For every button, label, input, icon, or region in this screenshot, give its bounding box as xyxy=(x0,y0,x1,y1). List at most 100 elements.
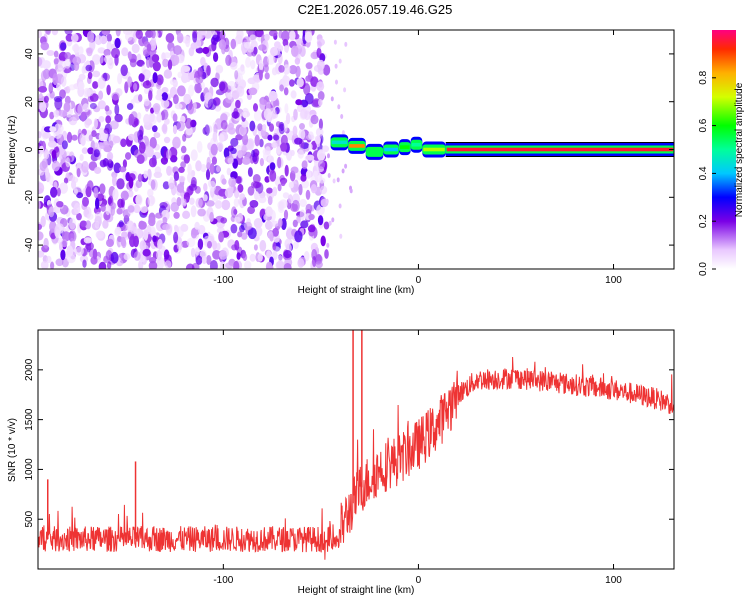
noise-blob xyxy=(51,30,59,36)
noise-blob xyxy=(56,201,64,208)
noise-blob xyxy=(237,231,243,238)
noise-blob xyxy=(242,156,251,165)
noise-blob xyxy=(178,166,185,173)
noise-blob xyxy=(39,160,48,172)
noise-blob xyxy=(92,70,101,78)
noise-blob xyxy=(263,64,269,73)
noise-blob xyxy=(213,52,219,62)
noise-blob xyxy=(235,99,241,109)
noise-blob xyxy=(117,73,123,85)
noise-blob xyxy=(258,69,263,81)
noise-blob xyxy=(139,141,146,154)
noise-blob xyxy=(111,92,120,101)
noise-blob xyxy=(197,238,204,250)
noise-blob xyxy=(116,208,123,215)
noise-blob xyxy=(330,96,334,102)
noise-blob xyxy=(136,154,145,164)
noise-blob xyxy=(219,261,226,269)
noise-blob xyxy=(219,30,226,41)
noise-blob xyxy=(172,136,181,149)
noise-blob xyxy=(103,127,110,134)
noise-blob xyxy=(200,164,207,173)
signal-core xyxy=(399,145,410,149)
noise-blob xyxy=(328,220,332,226)
noise-blob xyxy=(275,260,285,269)
x-tick-label: -100 xyxy=(213,275,233,286)
noise-blob xyxy=(317,160,326,170)
noise-blob xyxy=(112,188,119,201)
noise-blob xyxy=(289,79,295,87)
noise-blob xyxy=(218,231,225,243)
noise-blob xyxy=(116,178,125,190)
noise-blob xyxy=(102,140,110,147)
noise-blob xyxy=(289,30,296,41)
noise-blob xyxy=(307,224,316,233)
noise-blob xyxy=(266,250,272,259)
noise-blob xyxy=(341,130,345,136)
noise-blob xyxy=(143,170,148,179)
noise-blob xyxy=(118,220,124,228)
noise-blob xyxy=(264,33,270,41)
noise-blob xyxy=(95,197,100,210)
colorbar-tick-label: 0.0 xyxy=(698,262,709,276)
noise-blob xyxy=(158,260,166,268)
noise-blob xyxy=(282,38,289,47)
noise-blob xyxy=(93,118,98,129)
noise-blob xyxy=(53,58,59,65)
noise-blob xyxy=(313,64,323,73)
noise-blob xyxy=(188,183,198,191)
noise-blob xyxy=(218,39,227,50)
noise-blob xyxy=(280,142,288,152)
noise-blob xyxy=(97,77,106,89)
noise-blob xyxy=(85,242,94,251)
noise-blob xyxy=(163,69,173,79)
noise-blob xyxy=(78,81,85,91)
noise-blob xyxy=(230,62,238,70)
x-tick-label: 0 xyxy=(416,275,422,286)
noise-blob xyxy=(276,146,281,155)
noise-blob xyxy=(61,140,68,150)
noise-blob xyxy=(98,116,105,123)
noise-blob xyxy=(177,71,183,79)
noise-blob xyxy=(110,206,116,216)
noise-blob xyxy=(327,173,331,178)
noise-blob xyxy=(265,261,273,269)
noise-blob xyxy=(251,149,256,158)
noise-blob xyxy=(189,197,195,205)
noise-blob xyxy=(322,64,331,76)
y-tick-label: -20 xyxy=(24,190,35,205)
noise-blob xyxy=(202,194,208,202)
noise-blob xyxy=(129,58,137,68)
noise-blob xyxy=(210,143,218,156)
noise-blob xyxy=(333,39,337,45)
noise-blob xyxy=(147,168,152,181)
noise-blob xyxy=(54,123,61,136)
noise-blob xyxy=(340,114,344,119)
noise-blob xyxy=(209,180,217,192)
noise-blob xyxy=(317,215,324,226)
noise-blob xyxy=(259,158,264,167)
noise-blob xyxy=(296,38,304,49)
noise-blob xyxy=(305,154,315,161)
noise-blob xyxy=(48,82,54,94)
noise-blob xyxy=(80,220,87,227)
noise-blob xyxy=(69,217,76,230)
noise-blob xyxy=(164,260,172,269)
noise-blob xyxy=(71,33,79,43)
noise-blob xyxy=(201,255,207,265)
noise-blob xyxy=(212,34,220,42)
noise-blob xyxy=(129,235,136,248)
noise-blob xyxy=(253,110,262,122)
noise-blob xyxy=(316,149,326,161)
noise-blob xyxy=(49,111,55,120)
noise-blob xyxy=(112,174,117,187)
noise-blob xyxy=(128,113,135,125)
noise-blob xyxy=(128,176,134,189)
noise-blob xyxy=(197,208,206,217)
noise-blob xyxy=(104,54,113,64)
noise-blob xyxy=(152,72,158,84)
noise-blob xyxy=(254,30,264,38)
noise-blob xyxy=(295,65,301,78)
snr-series-line xyxy=(38,356,674,560)
spectrogram-noise xyxy=(38,30,353,269)
